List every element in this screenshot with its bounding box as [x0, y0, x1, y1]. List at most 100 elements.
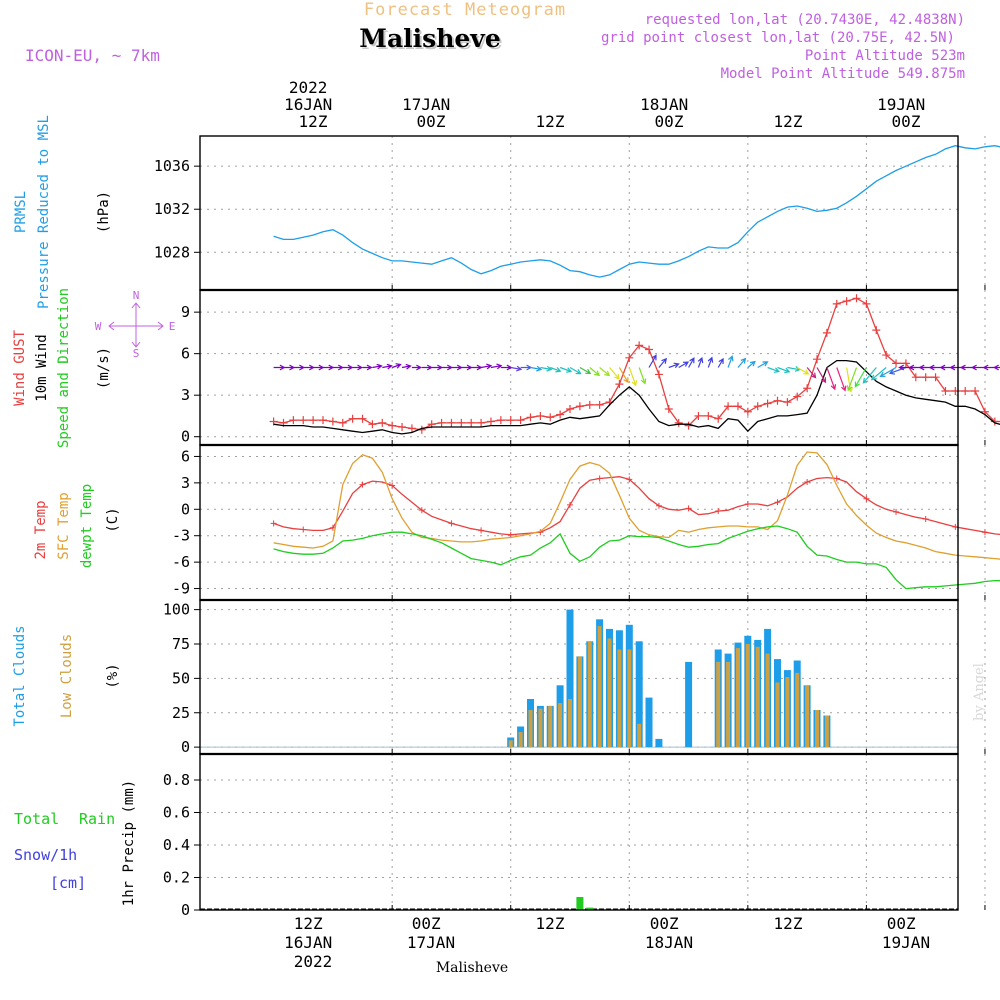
wind-arrow	[441, 364, 453, 371]
temp-point	[863, 495, 870, 502]
gust-point	[743, 407, 752, 416]
wind-arrow	[796, 366, 810, 375]
gust-point	[822, 328, 831, 337]
wind-arrow	[549, 366, 562, 373]
bottom-tick-label-16jan-12z: 12Z 16JAN 2022	[284, 914, 342, 971]
wind-arrow	[313, 364, 325, 371]
wind-arrow	[480, 363, 493, 370]
bottom-tick-label-19jan-00z: 00Z 19JAN	[882, 914, 930, 952]
gust-point	[753, 402, 762, 411]
temp-sfc-label: SFC Temp	[56, 492, 72, 559]
temp-point	[300, 526, 307, 533]
compass-n-label: N	[133, 289, 140, 302]
pressure-unit: (hPa)	[96, 191, 112, 233]
gust-point	[882, 351, 891, 360]
gust-point	[526, 413, 535, 422]
temp-point	[418, 507, 425, 514]
wind-arrow	[879, 366, 897, 378]
low-cloud-bar	[775, 682, 780, 748]
wind-arrow	[559, 366, 573, 373]
temp-point	[389, 482, 396, 489]
wind-arrow	[727, 355, 734, 368]
wind-arrow	[668, 362, 680, 369]
wind-arrow	[510, 365, 523, 372]
gust-point	[496, 416, 505, 425]
gust-point	[358, 414, 367, 423]
wind-arrow	[747, 360, 756, 368]
gust-point	[328, 417, 337, 426]
wind-arrow	[411, 364, 423, 371]
gust-point	[457, 418, 466, 427]
gust-point	[645, 345, 654, 354]
series-line-2m-temp	[273, 476, 1000, 536]
ytick-label: 0	[181, 500, 190, 518]
top-tick-label-16jan-12z: 2022 16JAN 12Z	[284, 78, 342, 131]
precip-cm-label: [cm]	[50, 874, 86, 892]
low-cloud-bar	[568, 699, 572, 748]
temp-point	[655, 502, 662, 509]
top-tick-label-17jan-00z: 17JAN 00Z	[402, 95, 460, 131]
series-line-dewpt-temp	[273, 525, 1000, 590]
temp-point	[507, 531, 514, 538]
gust-point	[783, 398, 792, 407]
low-cloud-bar	[548, 705, 553, 748]
total-cloud-bar	[685, 661, 693, 748]
compass-s-label: S	[133, 347, 140, 360]
gust-point	[852, 294, 861, 303]
wind-arrow	[579, 366, 592, 375]
clouds-panel: 0 25 50 75 100	[163, 599, 986, 756]
gust-point	[931, 373, 940, 382]
low-cloud-bar	[607, 638, 612, 748]
wind-arrow	[888, 366, 907, 375]
temp-point	[981, 529, 988, 536]
gust-point	[872, 326, 881, 335]
panel-frame	[199, 753, 959, 911]
wind-arrow	[648, 354, 657, 368]
wind-arrow	[293, 364, 306, 371]
watermark: by Angel	[972, 663, 987, 721]
gust-point	[309, 416, 318, 425]
wind-arrow	[777, 366, 791, 374]
wind-arrow	[717, 357, 724, 368]
temp-2m-label: 2m Temp	[33, 500, 49, 559]
low-cloud-bar	[587, 641, 592, 748]
ytick-label: 6	[181, 447, 190, 465]
wind-arrow	[520, 364, 533, 371]
temp-point	[744, 501, 751, 508]
wind-arrow	[490, 363, 503, 370]
wind-arrow	[862, 367, 877, 384]
gust-point	[832, 299, 841, 308]
gust-point	[398, 423, 407, 432]
gust-point	[516, 416, 525, 425]
precip-snow-label: Snow/1h	[14, 846, 77, 864]
wind-arrow	[332, 364, 344, 371]
wind-arrow	[362, 364, 373, 371]
bottom-tick-label-17jan-12z: 12Z	[536, 914, 565, 933]
wind-arrow	[421, 364, 433, 371]
pressure-panel: 1028 1032 1036	[154, 135, 1000, 291]
wind-arrow	[471, 364, 483, 371]
low-cloud-bar	[824, 715, 829, 748]
wind-panel: 0 3 6 9	[181, 289, 1000, 446]
gust-point	[319, 416, 328, 425]
temp-point	[774, 499, 781, 506]
ytick-label: 0.4	[163, 836, 190, 854]
precip-panel: 0 0.2 0.4 0.6 0.8	[163, 753, 986, 919]
wind-arrow	[678, 361, 690, 369]
model-label: ICON-EU, ~ 7km	[25, 46, 160, 65]
gust-point	[615, 380, 624, 389]
gust-point	[477, 418, 486, 427]
wind-arrow	[982, 364, 995, 371]
model-point-altitude: Model Point Altitude 549.875m	[721, 66, 965, 82]
gust-point	[842, 297, 851, 306]
wind-arrow	[846, 367, 858, 392]
temperature-panel: -9 -6 -3 0 3 6	[172, 444, 1000, 601]
ytick-label: 1028	[154, 243, 190, 261]
gust-point	[289, 416, 298, 425]
low-cloud-bar	[716, 661, 721, 748]
ytick-label: 25	[172, 704, 190, 722]
ytick-label: 100	[163, 601, 190, 619]
low-cloud-bar	[558, 703, 563, 748]
requested-coords: requested lon,lat (20.7430E, 42.4838N)	[645, 12, 965, 28]
